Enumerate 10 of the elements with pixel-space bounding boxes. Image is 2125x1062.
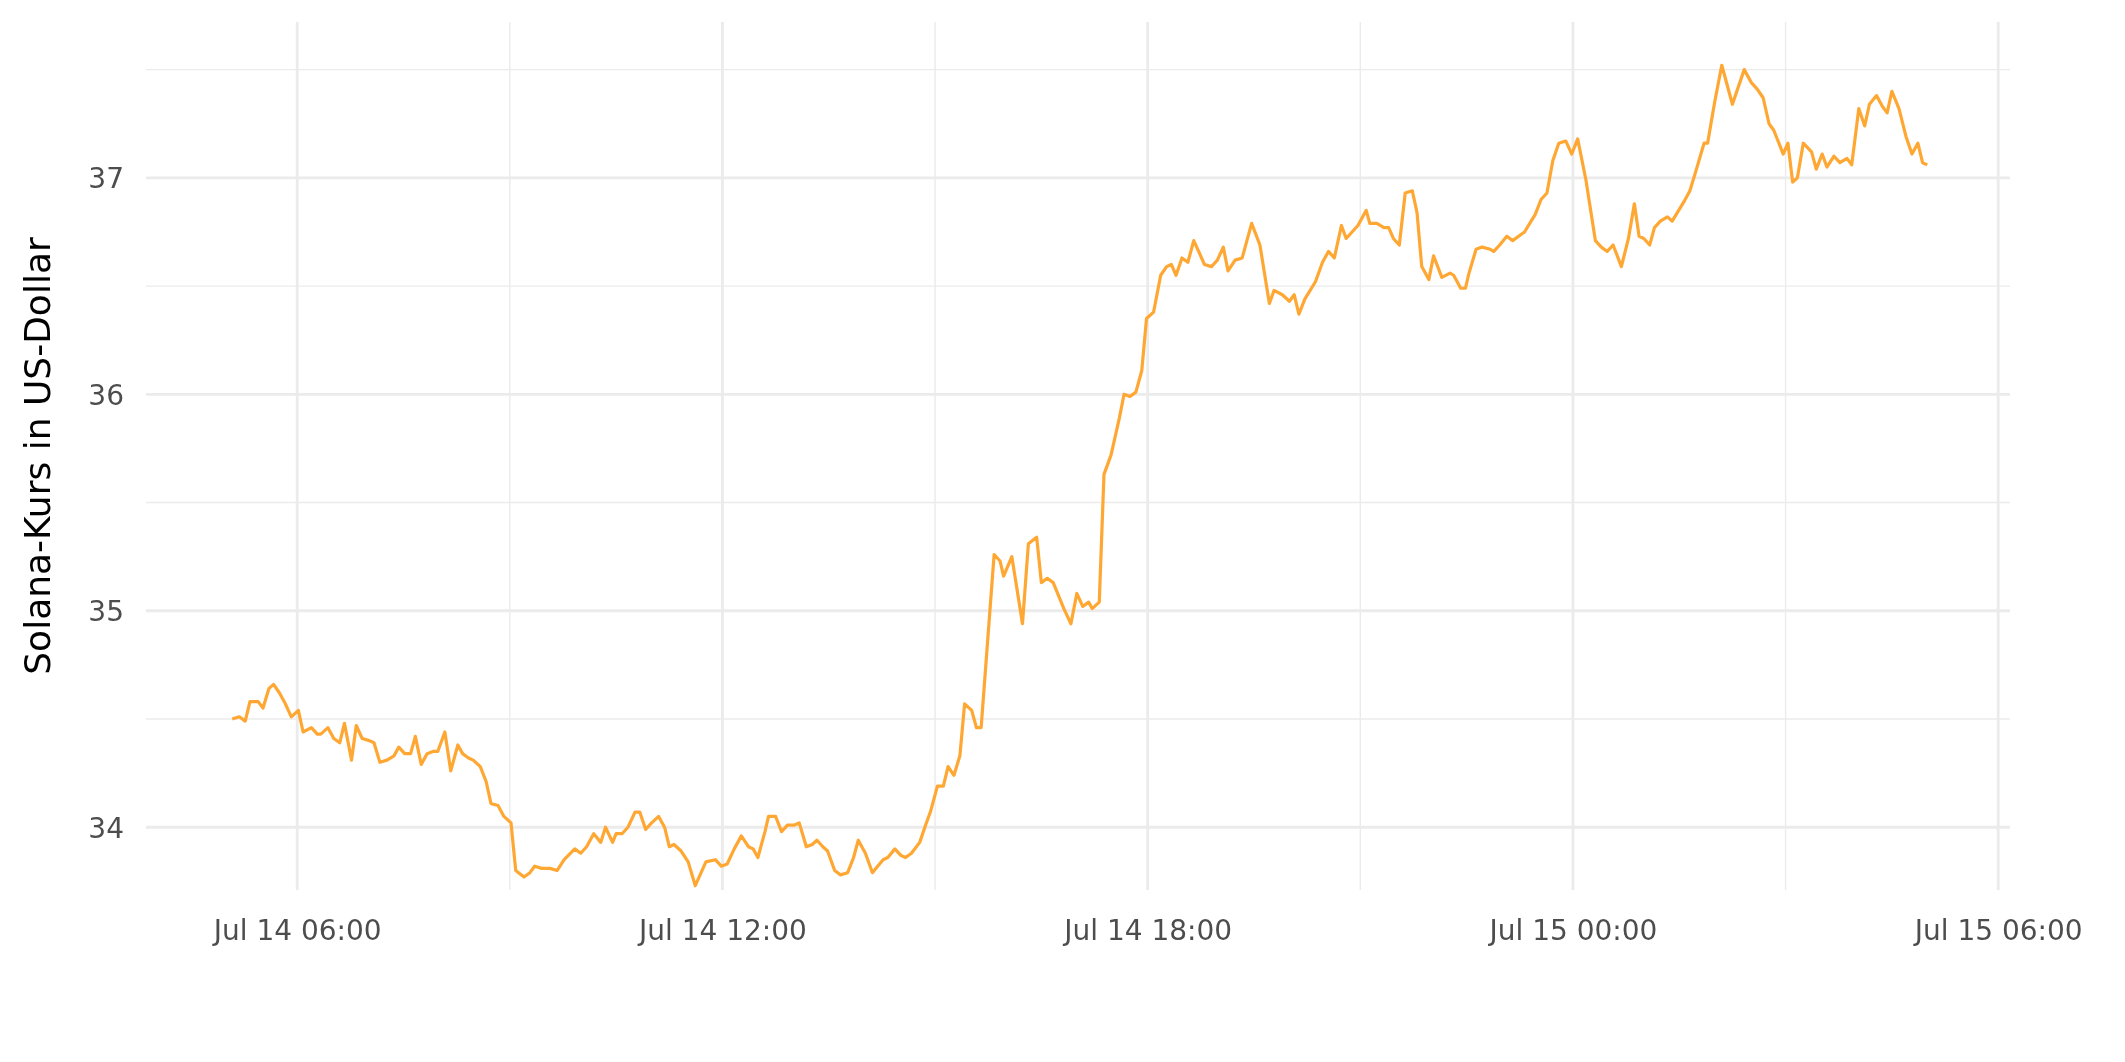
x-tick-label: Jul 14 06:00: [211, 913, 382, 947]
y-tick-label: 37: [88, 162, 124, 196]
y-tick-label: 35: [88, 595, 124, 629]
y-tick-label: 36: [88, 378, 124, 412]
x-tick-label: Jul 15 06:00: [1912, 913, 2083, 947]
y-axis-title: Solana-Kurs in US-Dollar: [17, 237, 58, 675]
x-tick-label: Jul 15 00:00: [1487, 913, 1658, 947]
x-tick-label: Jul 14 12:00: [636, 913, 807, 947]
x-tick-label: Jul 14 18:00: [1062, 913, 1233, 947]
y-tick-label: 34: [88, 811, 124, 845]
